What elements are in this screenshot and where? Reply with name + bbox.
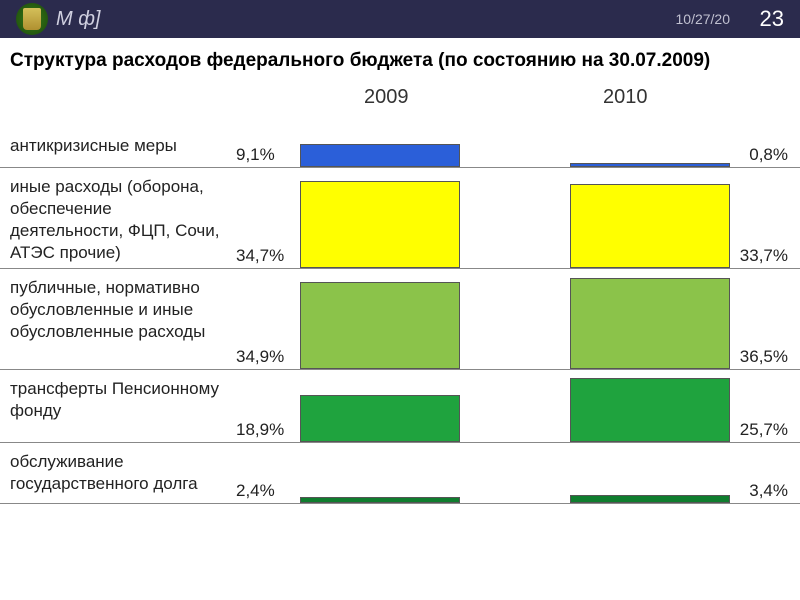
chart-row: антикризисные меры 9,1% 0,8% (0, 127, 800, 168)
chart-row: иные расходы (оборона, обеспечение деяте… (0, 168, 800, 269)
bar-2010 (570, 278, 730, 369)
year-2010-label: 2010 (506, 86, 745, 109)
logo-inner (23, 8, 41, 30)
pct-2010: 25,7% (740, 420, 788, 440)
chart-body: антикризисные меры 9,1% 0,8% иные расходы (… (0, 127, 800, 504)
pct-2010: 3,4% (749, 481, 788, 501)
pct-2009: 34,7% (236, 246, 284, 266)
row-label: иные расходы (оборона, обеспечение деяте… (10, 176, 225, 264)
bar-2009 (300, 181, 460, 268)
pct-2009: 18,9% (236, 420, 284, 440)
chart-row: публичные, нормативно обусловленные и ин… (0, 269, 800, 370)
logo-emblem (16, 3, 48, 35)
pct-2010: 0,8% (749, 145, 788, 165)
bar-2009 (300, 144, 460, 167)
slide-title: Структура расходов федерального бюджета … (0, 38, 800, 80)
header-date: 10/27/20 (676, 11, 731, 27)
bar-2010 (570, 495, 730, 504)
chart-row: трансферты Пенсионному фонду 18,9% 25,7% (0, 370, 800, 443)
pct-2009: 9,1% (236, 145, 275, 165)
chart-row: обслуживание государственного долга 2,4% 3… (0, 443, 800, 504)
bar-2010 (570, 184, 730, 268)
row-label: публичные, нормативно обусловленные и ин… (10, 277, 225, 343)
page-number: 23 (760, 6, 784, 32)
pct-2009: 34,9% (236, 347, 284, 367)
row-label: обслуживание государственного долга (10, 451, 225, 495)
row-label: трансферты Пенсионному фонду (10, 378, 225, 422)
bar-2009 (300, 395, 460, 442)
row-label: антикризисные меры (10, 135, 225, 157)
bar-2009 (300, 497, 460, 503)
year-2009-label: 2009 (267, 86, 506, 109)
bar-2010 (570, 378, 730, 442)
pct-2010: 33,7% (740, 246, 788, 266)
pct-2009: 2,4% (236, 481, 275, 501)
year-header-row: 2009 2010 (0, 80, 800, 127)
pct-2010: 36,5% (740, 347, 788, 367)
brand-text: М ф] (56, 8, 100, 31)
header-bar: М ф] 10/27/20 23 (0, 0, 800, 38)
bar-2010 (570, 163, 730, 167)
bar-2009 (300, 282, 460, 369)
